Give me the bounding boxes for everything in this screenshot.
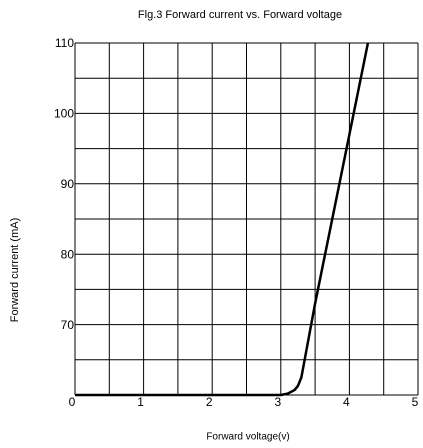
y-axis-label: Forward current (mA) — [9, 218, 21, 323]
x-tick-label: 4 — [343, 395, 350, 409]
y-tick-label: 70 — [61, 318, 75, 332]
data-line — [75, 42, 370, 397]
y-tick-label: 110 — [55, 36, 74, 50]
y-tick-label: 100 — [54, 107, 74, 121]
y-tick-label: 90 — [61, 177, 75, 191]
y-tick-label: 80 — [61, 247, 75, 261]
x-tick-label: 5 — [412, 395, 419, 409]
x-tick-label: 1 — [137, 395, 144, 409]
x-tick-label: 3 — [274, 395, 281, 409]
x-axis-label: Forward voltage(v) — [206, 432, 289, 443]
x-tick-label: 0 — [69, 395, 76, 409]
x-tick-label: 2 — [206, 395, 213, 409]
chart-title: Flg.3 Forward current vs. Forward voltag… — [138, 9, 342, 21]
